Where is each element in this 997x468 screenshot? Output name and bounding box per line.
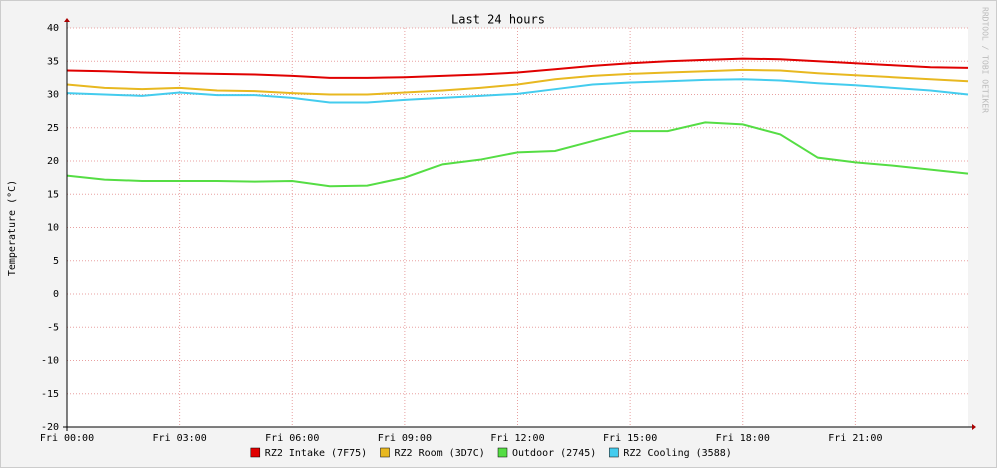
- series-line: [66, 68, 969, 96]
- y-arrow: [64, 18, 70, 22]
- x-tick-label: Fri 09:00: [378, 433, 432, 444]
- series-line: [66, 121, 969, 188]
- series-line: [66, 57, 969, 79]
- y-tick-label: 35: [47, 56, 59, 67]
- legend-swatch: [250, 447, 261, 458]
- x-tick-label: Fri 00:00: [40, 433, 94, 444]
- x-tick-label: Fri 18:00: [716, 433, 770, 444]
- legend-swatch: [380, 447, 390, 458]
- y-tick-label: -5: [47, 322, 59, 333]
- y-tick-label: 5: [53, 256, 59, 267]
- y-tick-label: -15: [41, 389, 59, 400]
- y-tick-label: 20: [47, 156, 59, 167]
- legend-label: RZ2 Room (3D7C): [395, 448, 485, 459]
- legend-label: RZ2 Cooling (3588): [623, 448, 731, 459]
- y-tick-label: -10: [41, 356, 59, 367]
- y-tick-label: 0: [53, 289, 59, 300]
- x-arrow: [972, 424, 976, 430]
- legend-swatch: [497, 447, 508, 458]
- x-tick-label: Fri 21:00: [828, 433, 882, 444]
- x-tick-label: Fri 12:00: [490, 433, 544, 444]
- y-tick-label: 15: [47, 189, 59, 200]
- x-tick-label: Fri 03:00: [153, 433, 207, 444]
- y-tick-label: -20: [41, 422, 59, 433]
- x-tick-label: Fri 15:00: [603, 433, 657, 444]
- y-tick-label: 40: [47, 23, 59, 34]
- legend-label: RZ2 Intake (7F75): [265, 448, 367, 459]
- watermark: RRDTOOL / TOBI OETIKER: [981, 7, 990, 113]
- x-tick-label: Fri 06:00: [265, 433, 319, 444]
- y-tick-label: 30: [47, 90, 59, 101]
- series-line: [66, 78, 969, 104]
- legend-swatch: [609, 447, 619, 458]
- y-tick-label: 10: [47, 223, 59, 234]
- chart-title: Last 24 hours: [451, 13, 545, 27]
- y-axis-label: Temperature (°C): [7, 180, 18, 276]
- legend-label: Outdoor (2745): [512, 448, 596, 459]
- y-tick-label: 25: [47, 123, 59, 134]
